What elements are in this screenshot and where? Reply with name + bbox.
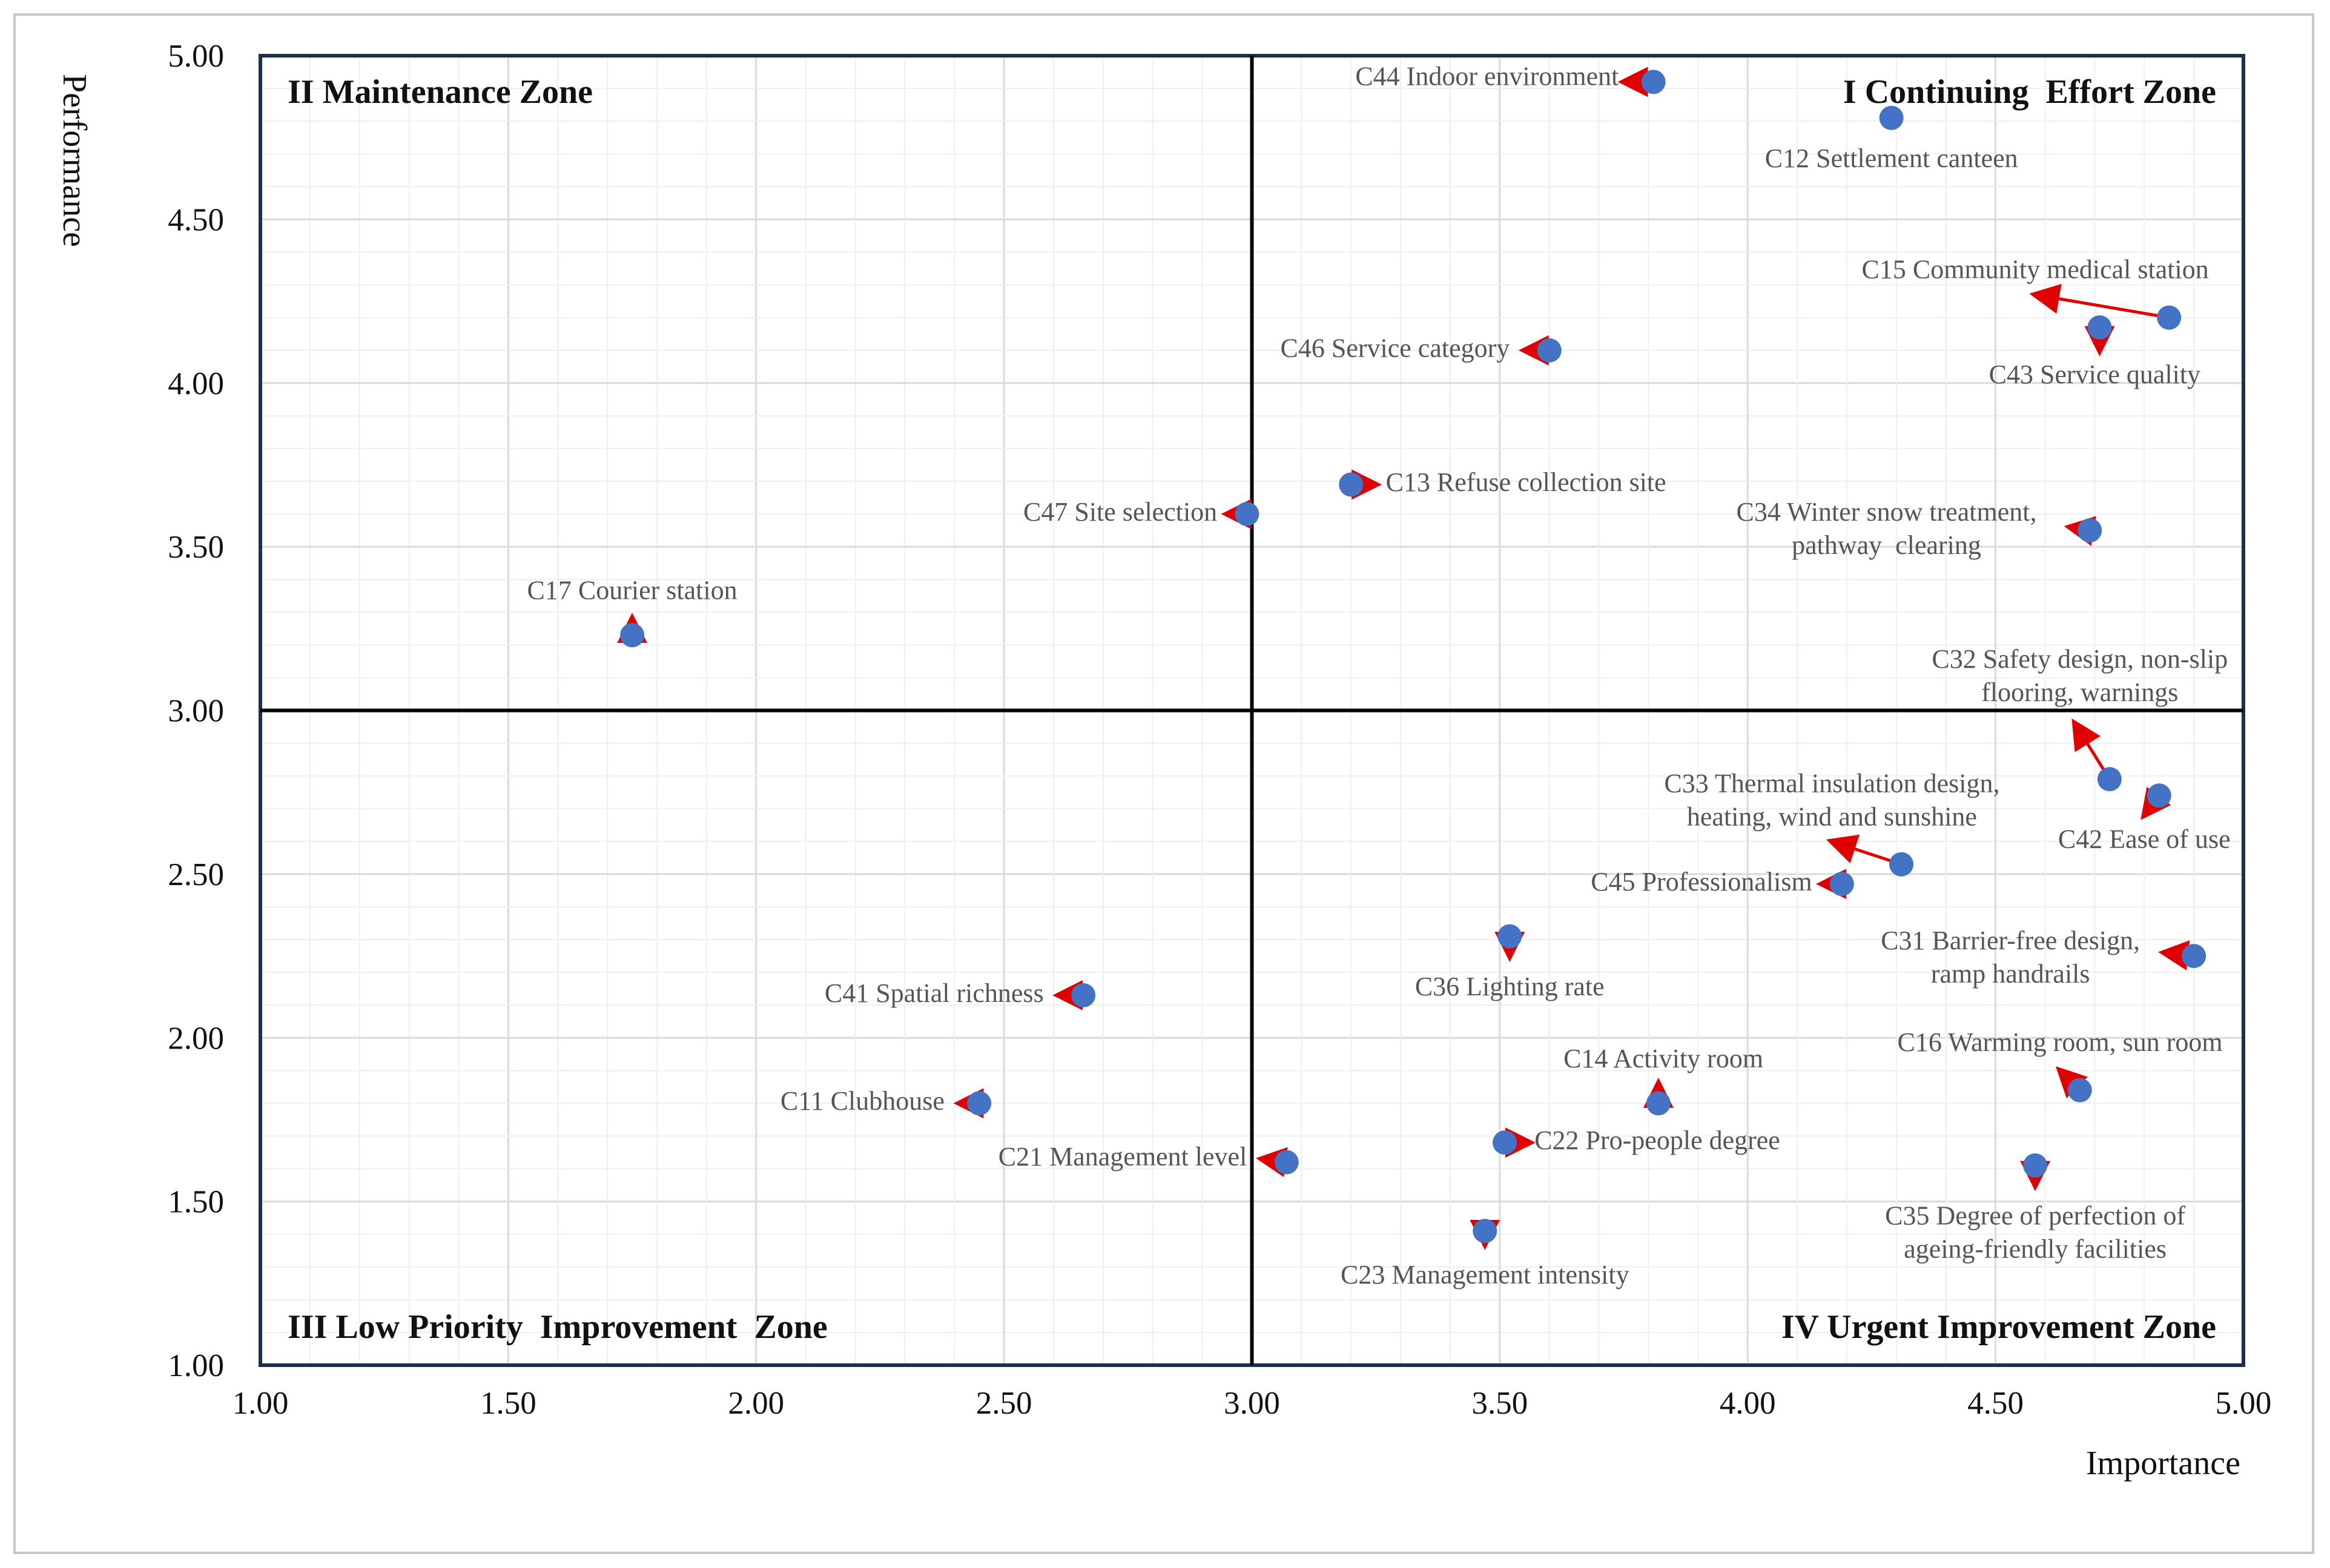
point-C17 <box>620 623 645 648</box>
label-C34: pathway clearing <box>1792 530 1981 560</box>
point-C13 <box>1339 472 1364 497</box>
y-tick-label: 3.50 <box>168 530 224 565</box>
point-C36 <box>1497 924 1522 949</box>
point-C47 <box>1235 502 1259 527</box>
point-C22 <box>1493 1130 1517 1155</box>
zone-labels: II Maintenance Zone I Continuing Effort Z… <box>288 73 2216 1346</box>
label-C15: C15 Community medical station <box>1862 255 2209 285</box>
x-tick-label: 4.00 <box>1720 1386 1776 1421</box>
point-C46 <box>1537 338 1562 363</box>
y-tick-label: 5.00 <box>168 39 224 74</box>
label-C13: C13 Refuse collection site <box>1386 467 1666 497</box>
point-C21 <box>1274 1150 1299 1174</box>
x-tick-label: 5.00 <box>2216 1386 2272 1421</box>
label-C46: C46 Service category <box>1281 333 1510 363</box>
point-C14 <box>1646 1091 1671 1116</box>
point-C41 <box>1071 983 1096 1007</box>
point-C34 <box>2078 518 2102 543</box>
x-tick-label: 3.50 <box>1472 1386 1528 1421</box>
x-tick-label: 1.50 <box>480 1386 536 1421</box>
label-C23: C23 Management intensity <box>1341 1260 1629 1290</box>
y-axis-title: Performance <box>56 74 93 247</box>
zone-label-III: III Low Priority Improvement Zone <box>288 1308 828 1346</box>
point-C11 <box>967 1091 992 1116</box>
zone-label-IV: IV Urgent Improvement Zone <box>1781 1308 2216 1346</box>
x-tick-label: 3.00 <box>1224 1386 1280 1421</box>
y-tick-label: 2.50 <box>168 857 224 892</box>
point-C15 <box>2157 305 2182 330</box>
label-C41: C41 Spatial richness <box>825 978 1044 1008</box>
point-C43 <box>2087 315 2112 340</box>
point-C31 <box>2182 944 2206 969</box>
axes: 1.00 1.50 2.00 2.50 3.00 3.50 4.00 4.50 5.00 1.00… <box>168 39 2271 1421</box>
label-C42: C42 Ease of use <box>2058 825 2231 854</box>
x-tick-label: 1.00 <box>233 1386 289 1421</box>
point-C16 <box>2067 1078 2092 1102</box>
x-axis-title: Importance <box>2086 1444 2240 1482</box>
arrow-C15 <box>2029 283 2170 320</box>
label-C35: ageing-friendly facilities <box>1904 1234 2167 1263</box>
point-C35 <box>2023 1153 2048 1178</box>
label-C17: C17 Courier station <box>527 576 738 605</box>
label-C14: C14 Activity room <box>1563 1044 1763 1073</box>
label-C22: C22 Pro-people degree <box>1534 1125 1780 1155</box>
label-C31: C31 Barrier-free design, <box>1881 926 2140 955</box>
label-C32: C32 Safety design, non-slip <box>1932 644 2228 674</box>
y-tick-label: 2.00 <box>168 1021 224 1056</box>
point-C45 <box>1829 872 1854 897</box>
point-C44 <box>1641 70 1666 94</box>
label-C35: C35 Degree of perfection of <box>1885 1201 2185 1230</box>
point-C23 <box>1473 1219 1497 1244</box>
label-C36: C36 Lighting rate <box>1415 972 1605 1001</box>
point-C33 <box>1889 852 1914 877</box>
x-tick-label: 2.50 <box>976 1386 1032 1421</box>
label-C33: C33 Thermal insulation design, <box>1664 769 1999 799</box>
x-tick-label: 2.00 <box>728 1386 784 1421</box>
y-tick-label: 3.00 <box>168 694 224 729</box>
y-tick-label: 4.00 <box>168 366 224 401</box>
points <box>620 70 2206 1244</box>
label-C11: C11 Clubhouse <box>781 1086 945 1116</box>
zone-label-II: II Maintenance Zone <box>288 73 593 111</box>
label-C21: C21 Management level <box>998 1142 1247 1171</box>
label-C34: C34 Winter snow treatment, <box>1737 497 2037 527</box>
point-labels: C44 Indoor environment C12 Settlement can… <box>527 62 2231 1290</box>
label-C32: flooring, warnings <box>1981 677 2178 707</box>
label-C44: C44 Indoor environment <box>1355 62 1619 91</box>
label-C45: C45 Professionalism <box>1591 867 1812 897</box>
label-C33: heating, wind and sunshine <box>1687 802 1977 832</box>
point-C42 <box>2147 783 2171 808</box>
x-tick-label: 4.50 <box>1967 1386 2024 1421</box>
y-tick-label: 4.50 <box>168 202 224 237</box>
label-C43: C43 Service quality <box>1989 360 2201 389</box>
y-tick-label: 1.50 <box>168 1185 224 1220</box>
figure-frame <box>13 13 2314 1554</box>
arrow-C33 <box>1826 834 1902 866</box>
label-C31: ramp handrails <box>1931 959 2090 989</box>
point-C12 <box>1879 105 1904 130</box>
y-tick-label: 1.00 <box>168 1348 224 1383</box>
label-C12: C12 Settlement canteen <box>1765 143 2018 173</box>
point-C32 <box>2097 767 2122 792</box>
label-C47: C47 Site selection <box>1023 497 1217 527</box>
zone-label-I: I Continuing Effort Zone <box>1843 73 2216 111</box>
label-C16: C16 Warming room, sun room <box>1898 1027 2223 1057</box>
